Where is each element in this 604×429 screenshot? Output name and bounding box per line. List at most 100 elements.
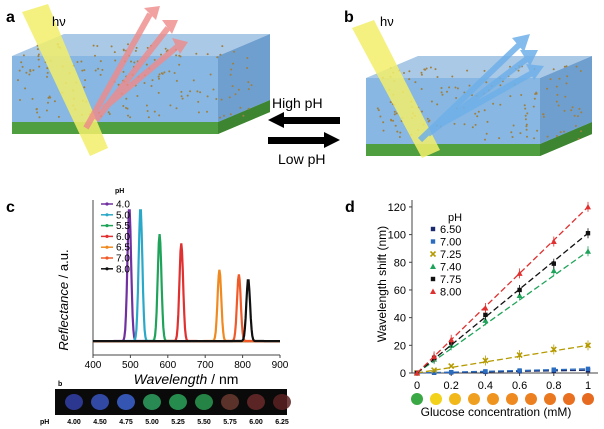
particle (525, 123, 528, 126)
particle (29, 69, 32, 71)
data-point-7.25 (550, 346, 557, 353)
particle (25, 71, 28, 74)
particle (246, 67, 249, 69)
y-tick-label: 20 (394, 340, 406, 352)
particle (134, 49, 137, 52)
particle (101, 68, 104, 71)
particle (563, 130, 565, 133)
legend-label: 6.0 (116, 232, 130, 243)
fit-line-8.00 (416, 206, 589, 374)
particle (376, 107, 379, 110)
particle (398, 136, 401, 138)
swatch-dot (247, 394, 265, 410)
particle (22, 54, 25, 57)
panel-b-reflected-beams (417, 34, 544, 143)
particle (206, 110, 208, 113)
particle (189, 90, 192, 93)
data-point-7.25 (516, 351, 523, 359)
y-tick-label: 0 (400, 368, 406, 380)
particle (195, 52, 198, 55)
panel-d-series (413, 201, 592, 377)
particle (499, 103, 502, 106)
panel-a-slab-top (12, 34, 270, 56)
particle (84, 79, 87, 82)
particle (483, 109, 486, 112)
panel-c-legend-title: pH (115, 188, 124, 195)
particle (483, 69, 486, 72)
particle (247, 88, 250, 91)
swatch-label: 4.00 (67, 419, 81, 426)
legend-label: 7.75 (440, 274, 461, 286)
legend-label: 5.5 (116, 221, 130, 232)
legend-label: 6.50 (440, 224, 461, 236)
particle (524, 118, 527, 121)
data-point-7.00 (449, 369, 454, 375)
particle (535, 91, 538, 94)
particle (179, 55, 182, 58)
particle (559, 131, 562, 134)
particle (48, 95, 51, 98)
spectrum-curve-8.0 (93, 279, 280, 343)
particle (19, 99, 21, 101)
particle (37, 58, 40, 61)
particle (498, 137, 501, 140)
data-point-8.00 (414, 370, 420, 376)
particle (153, 58, 156, 61)
particle (408, 70, 411, 73)
panel-d-color-dots (411, 393, 594, 405)
particle (393, 110, 396, 113)
particle (196, 90, 199, 93)
particle (557, 104, 560, 107)
particle (511, 136, 514, 138)
x-tick-label: 900 (272, 360, 289, 371)
particle (21, 65, 24, 68)
legend-marker (105, 256, 109, 260)
particle (421, 110, 423, 113)
particle (532, 105, 535, 108)
data-point-7.25 (448, 363, 455, 370)
particle (157, 75, 160, 78)
particle (129, 116, 132, 119)
particle (396, 130, 399, 133)
particle (434, 68, 437, 71)
particle (427, 120, 430, 123)
swatch-dot (143, 394, 161, 410)
particle (525, 128, 528, 131)
particle (36, 111, 39, 114)
particle (80, 60, 83, 63)
particle (546, 87, 549, 90)
particle (146, 46, 149, 49)
particle (122, 49, 125, 52)
particle (35, 108, 38, 111)
particle (555, 85, 558, 88)
arrow-left (268, 112, 340, 128)
color-indicator-dot (411, 393, 423, 405)
particle (37, 53, 40, 56)
data-point-7.25 (584, 342, 592, 349)
data-point-8.00 (550, 238, 557, 245)
particle (220, 98, 223, 101)
particle (160, 53, 162, 56)
panel-c-swatch-ph-label: pH (40, 419, 49, 426)
particle (430, 100, 433, 103)
swatch-dot (91, 394, 109, 410)
particle (231, 85, 234, 88)
particle (485, 132, 488, 135)
swatch-dot (117, 394, 135, 410)
legend-label: 7.00 (440, 237, 461, 249)
particle (394, 124, 397, 127)
particle (96, 45, 99, 47)
particle (570, 109, 573, 112)
particle (83, 69, 86, 72)
particle (492, 102, 495, 105)
panel-a-reflected-beams (83, 6, 188, 130)
x-tick-label: 500 (122, 360, 139, 371)
particle (94, 69, 97, 72)
particle (395, 112, 398, 115)
particle (453, 122, 456, 125)
particle (31, 97, 34, 100)
particle (24, 87, 27, 90)
particle (486, 120, 489, 123)
particle (420, 71, 423, 74)
panel-d-x-ticks: 0 0.2 0.4 0.6 0.8 1 (414, 373, 591, 392)
